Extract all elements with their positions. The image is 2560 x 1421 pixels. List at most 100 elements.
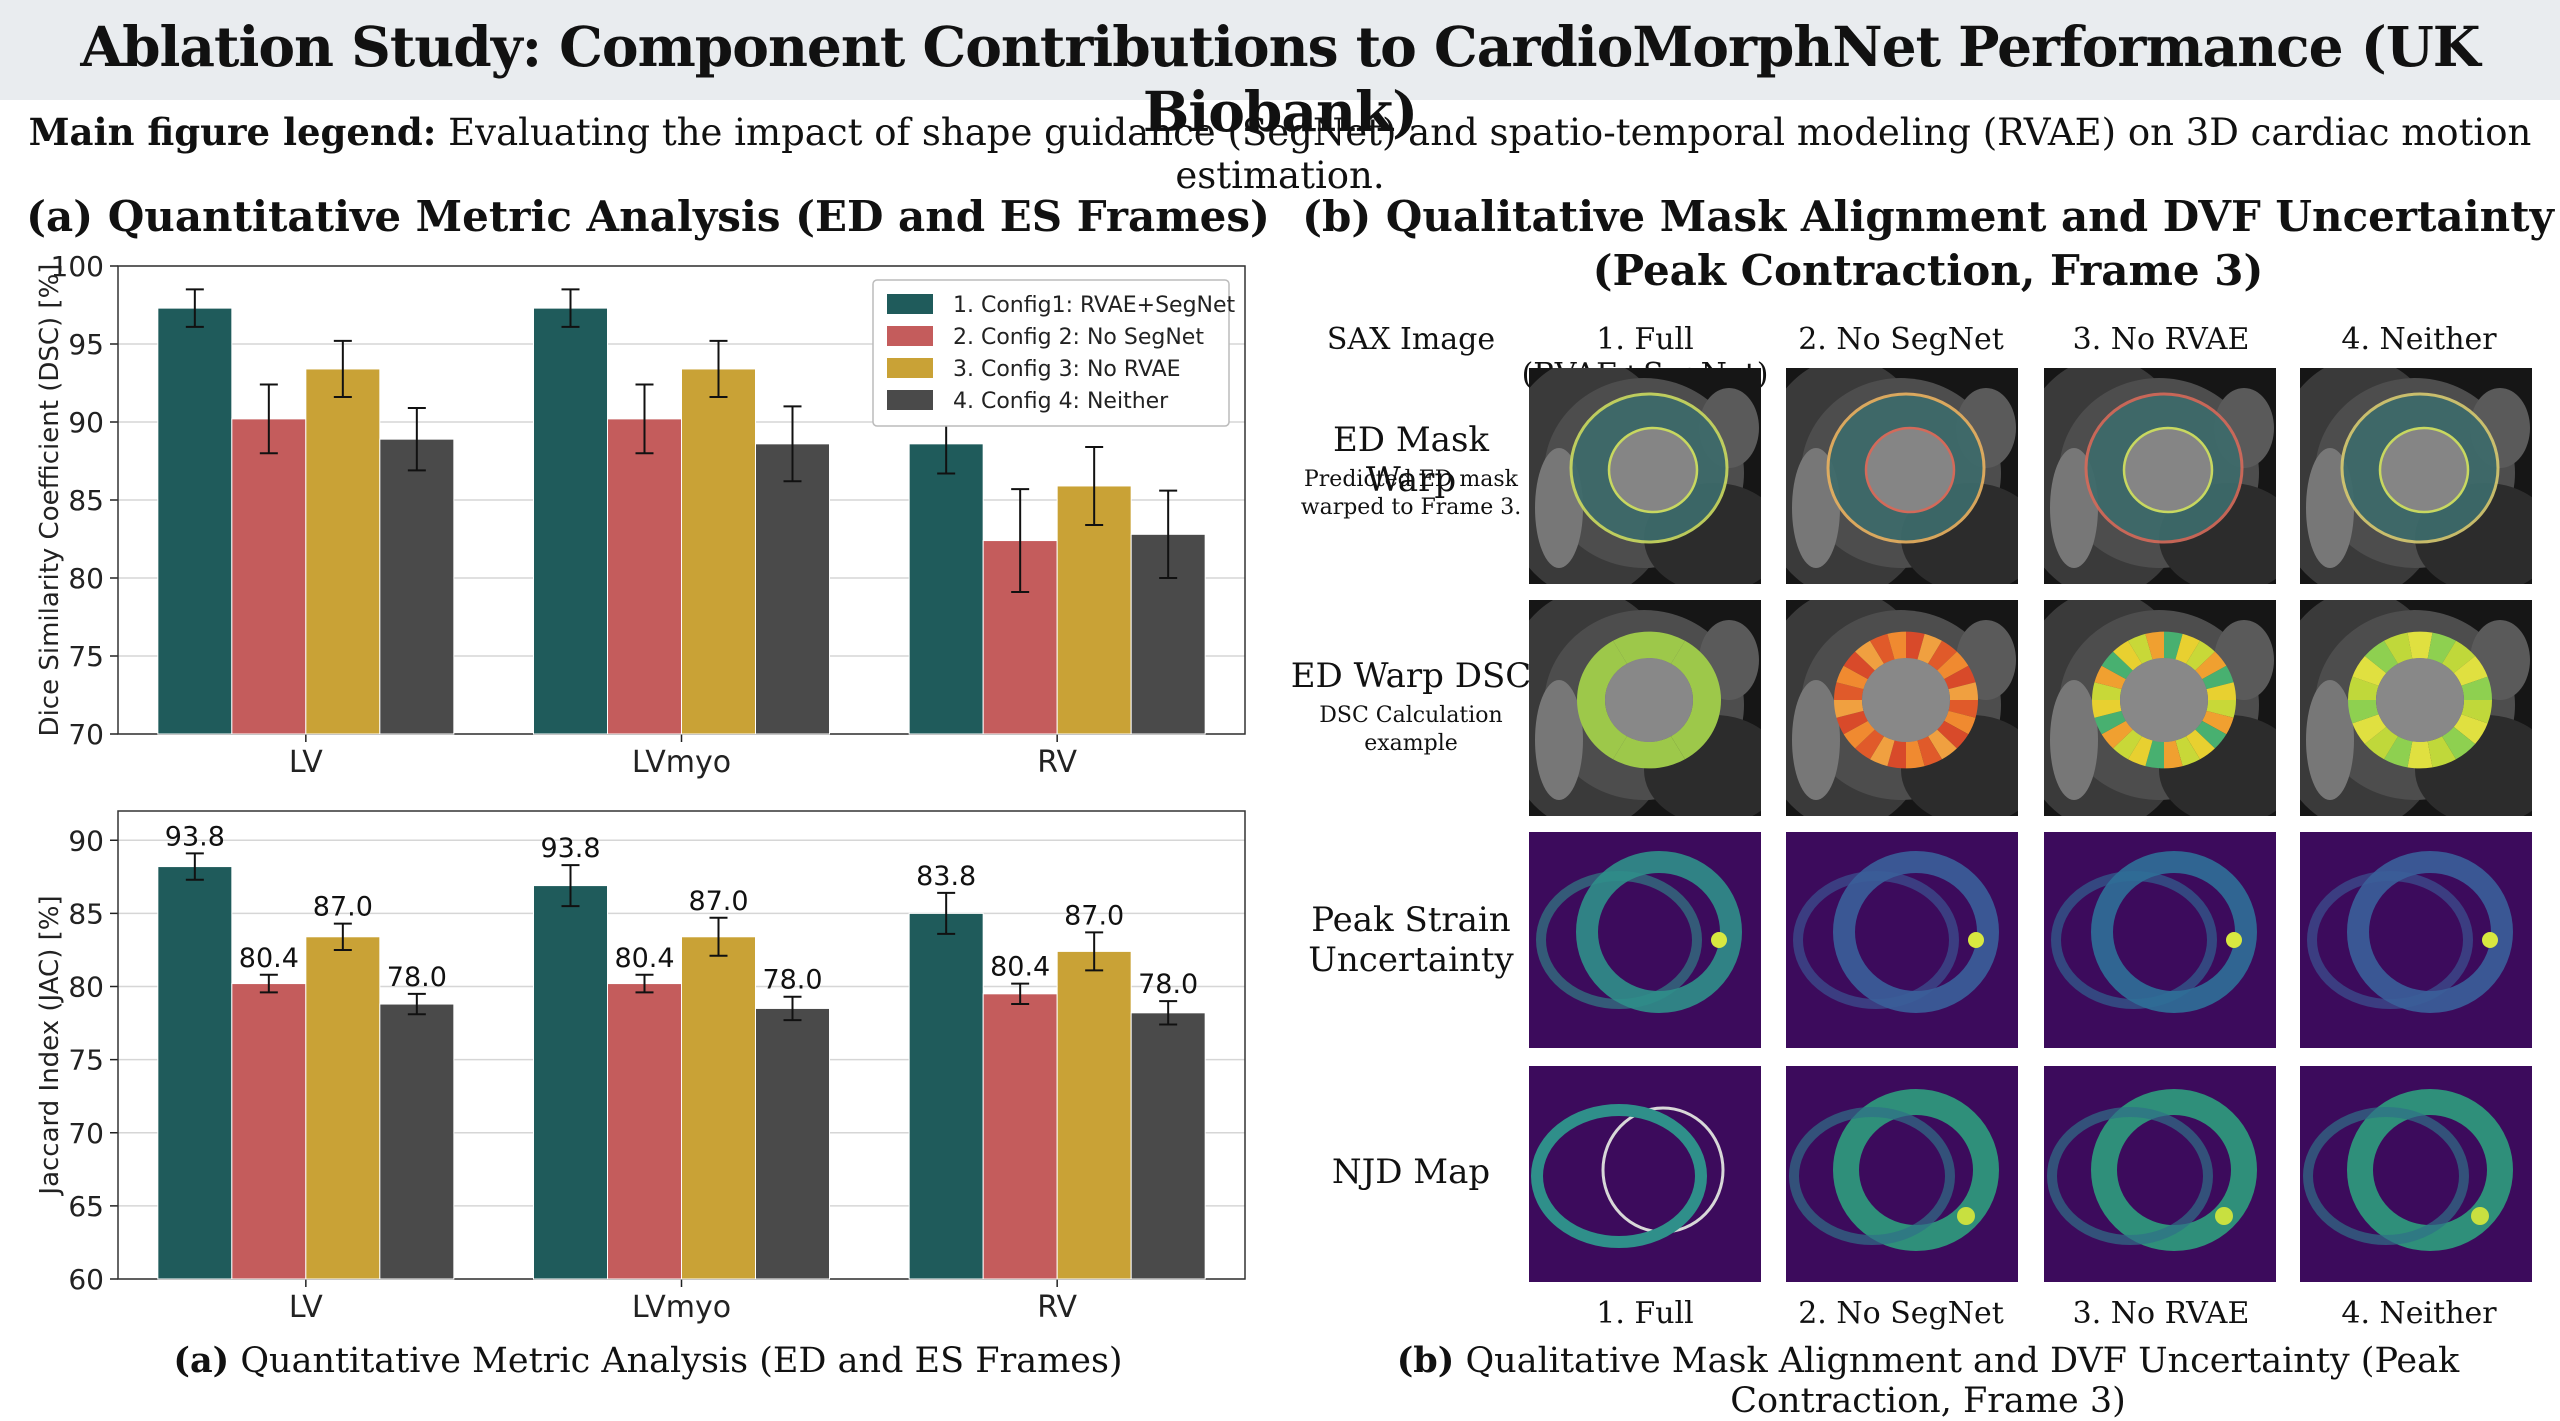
row-label-njd-map: NJD Map xyxy=(1331,1152,1491,1192)
dsc-ring-segment xyxy=(2442,726,2476,760)
njd-ring xyxy=(2091,1089,2257,1251)
dsc-ring-segment xyxy=(2175,633,2200,664)
dsc-ring-segment xyxy=(2145,740,2164,769)
image-tile-peak-strain-uncertainty-no-rvae xyxy=(2044,832,2276,1048)
row-sub-line: warped to Frame 3. xyxy=(1300,495,1522,520)
dsc-ring-segment xyxy=(2453,656,2488,686)
blood-pool xyxy=(1864,426,1956,514)
dsc-ring-segment xyxy=(1887,740,1906,769)
image-tile-njd-map-neither xyxy=(2300,1066,2532,1282)
image-tile-ed-warp-dsc-no-segnet xyxy=(1786,600,2018,816)
x-tick-label: RV xyxy=(1037,1290,1077,1325)
dsc-ring-segment xyxy=(2164,740,2183,769)
dsc-ring-segment xyxy=(2101,720,2133,749)
y-tick-label: 75 xyxy=(68,640,104,673)
dsc-ring-segment xyxy=(2101,651,2133,680)
image-tile-peak-strain-uncertainty-neither xyxy=(2300,832,2532,1048)
dsc-ring-segment xyxy=(2094,665,2126,690)
image-tile-ed-mask-warp-no-segnet xyxy=(1786,368,2018,584)
y-tick-label: 90 xyxy=(68,406,104,439)
bar xyxy=(305,936,381,1280)
dsc-ring-segment xyxy=(1887,631,1906,660)
dsc-ring-segment xyxy=(2186,729,2215,760)
x-tick-label: LV xyxy=(289,745,323,780)
col-header-no-segnet: 2. No SegNet xyxy=(1798,322,2004,357)
image-tile-ed-warp-dsc-full xyxy=(1529,600,1761,816)
x-tick-label: LV xyxy=(289,1290,323,1325)
tissue-shape xyxy=(2306,680,2354,800)
col-header-no-rvae: 3. No RVAE xyxy=(2072,322,2250,357)
blood-pool xyxy=(2122,426,2214,514)
dsc-ring-segment xyxy=(1613,631,1685,664)
image-tile-njd-map-no-segnet xyxy=(1786,1066,2018,1282)
njd-hotspot xyxy=(2215,1207,2233,1225)
panel-b-title: (b) Qualitative Mask Alignment and DVF U… xyxy=(1296,190,2560,298)
row-label-line: Uncertainty xyxy=(1308,940,1514,980)
panel-b-caption-bold: (b) xyxy=(1396,1340,1455,1381)
blood-pool xyxy=(2376,658,2464,742)
dsc-ring-segment xyxy=(1944,710,1976,735)
dsc-ring-segment xyxy=(2145,631,2164,660)
bar xyxy=(1130,1012,1206,1280)
row-sub-ed-mask-warp: Predicted ED mask warped to Frame 3. xyxy=(1286,466,1536,522)
figure-legend-line: Main figure legend: Evaluating the impac… xyxy=(0,110,2560,197)
row-sub-line: example xyxy=(1364,731,1458,756)
image-tile-njd-map-full xyxy=(1529,1066,1761,1282)
data-label: 80.4 xyxy=(239,943,299,974)
tile-background xyxy=(1529,1066,1761,1282)
bar xyxy=(681,368,756,735)
bar xyxy=(157,307,233,735)
x-tick-label: LVmyo xyxy=(632,1290,731,1325)
dsc-ring-segment xyxy=(1613,736,1685,769)
y-tick-label: 75 xyxy=(68,1044,104,1077)
dsc-ring-segment xyxy=(2352,656,2387,686)
row-label-ed-mask-warp: ED Mask Warp xyxy=(1332,420,1490,500)
dsc-ring-segment xyxy=(2461,676,2492,700)
strain-hotspot xyxy=(1968,932,1984,948)
strain-ring xyxy=(1576,851,1742,1013)
y-tick-label: 80 xyxy=(68,971,104,1004)
dsc-ring-segment xyxy=(1906,631,1925,660)
panel-a-caption: (a) Quantitative Metric Analysis (ED and… xyxy=(0,1340,1296,1381)
dsc-ring-segment xyxy=(1855,640,1884,671)
row-label-ed-warp-dsc: ED Warp DSC xyxy=(1290,656,1532,696)
legend-entry: 1. Config1: RVAE+SegNet xyxy=(953,293,1236,318)
dsc-ring-segment xyxy=(1834,700,1864,718)
dsc-ring-segment xyxy=(1836,710,1868,735)
dsc-ring-segment xyxy=(2094,710,2126,735)
bar xyxy=(908,912,984,1280)
panel-b-title-line1: (b) Qualitative Mask Alignment and DVF U… xyxy=(1302,192,2554,241)
strain-ring-rv xyxy=(2307,871,2473,1009)
blood-pool xyxy=(2378,426,2470,514)
panel-a-caption-bold: (a) xyxy=(173,1340,230,1381)
dsc-ring-segment xyxy=(1917,736,1942,767)
dsc-ring-segment xyxy=(2175,736,2200,767)
blood-pool xyxy=(1607,426,1699,514)
dsc-ring-segment xyxy=(2364,726,2398,760)
bar xyxy=(982,993,1058,1280)
dsc-ring-segment xyxy=(1917,633,1942,664)
bar xyxy=(908,443,984,735)
row-sub-line: Predicted ED mask xyxy=(1303,467,1518,492)
blood-pool xyxy=(1862,658,1950,742)
dsc-ring-segment xyxy=(2352,714,2387,744)
dsc-ring-segment xyxy=(1577,700,1627,760)
bar xyxy=(533,307,608,735)
image-tile-ed-warp-dsc-neither xyxy=(2300,600,2532,816)
panel-b-caption: (b) Qualitative Mask Alignment and DVF U… xyxy=(1296,1340,2560,1421)
bar xyxy=(607,418,682,735)
panel-a-title: (a) Quantitative Metric Analysis (ED and… xyxy=(26,192,1270,241)
strain-ring-rv xyxy=(2051,871,2217,1009)
dsc-ring-segment xyxy=(2113,729,2142,760)
dsc-ring-segment xyxy=(2092,700,2122,718)
strain-ring-rv xyxy=(1793,871,1959,1009)
dsc-ring-segment xyxy=(1906,740,1925,769)
y-axis-label: Dice Similarity Coefficient (DSC) [%] xyxy=(35,264,65,737)
panel-b-caption-text: Qualitative Mask Alignment and DVF Uncer… xyxy=(1465,1341,2460,1421)
y-tick-label: 60 xyxy=(68,1263,104,1296)
dsc-ring-segment xyxy=(1948,700,1978,718)
row-sub-line: DSC Calculation xyxy=(1319,703,1503,728)
image-tile-ed-warp-dsc-no-rvae xyxy=(2044,600,2276,816)
data-label: 78.0 xyxy=(387,962,447,993)
title-banner: Ablation Study: Component Contributions … xyxy=(0,0,2560,144)
